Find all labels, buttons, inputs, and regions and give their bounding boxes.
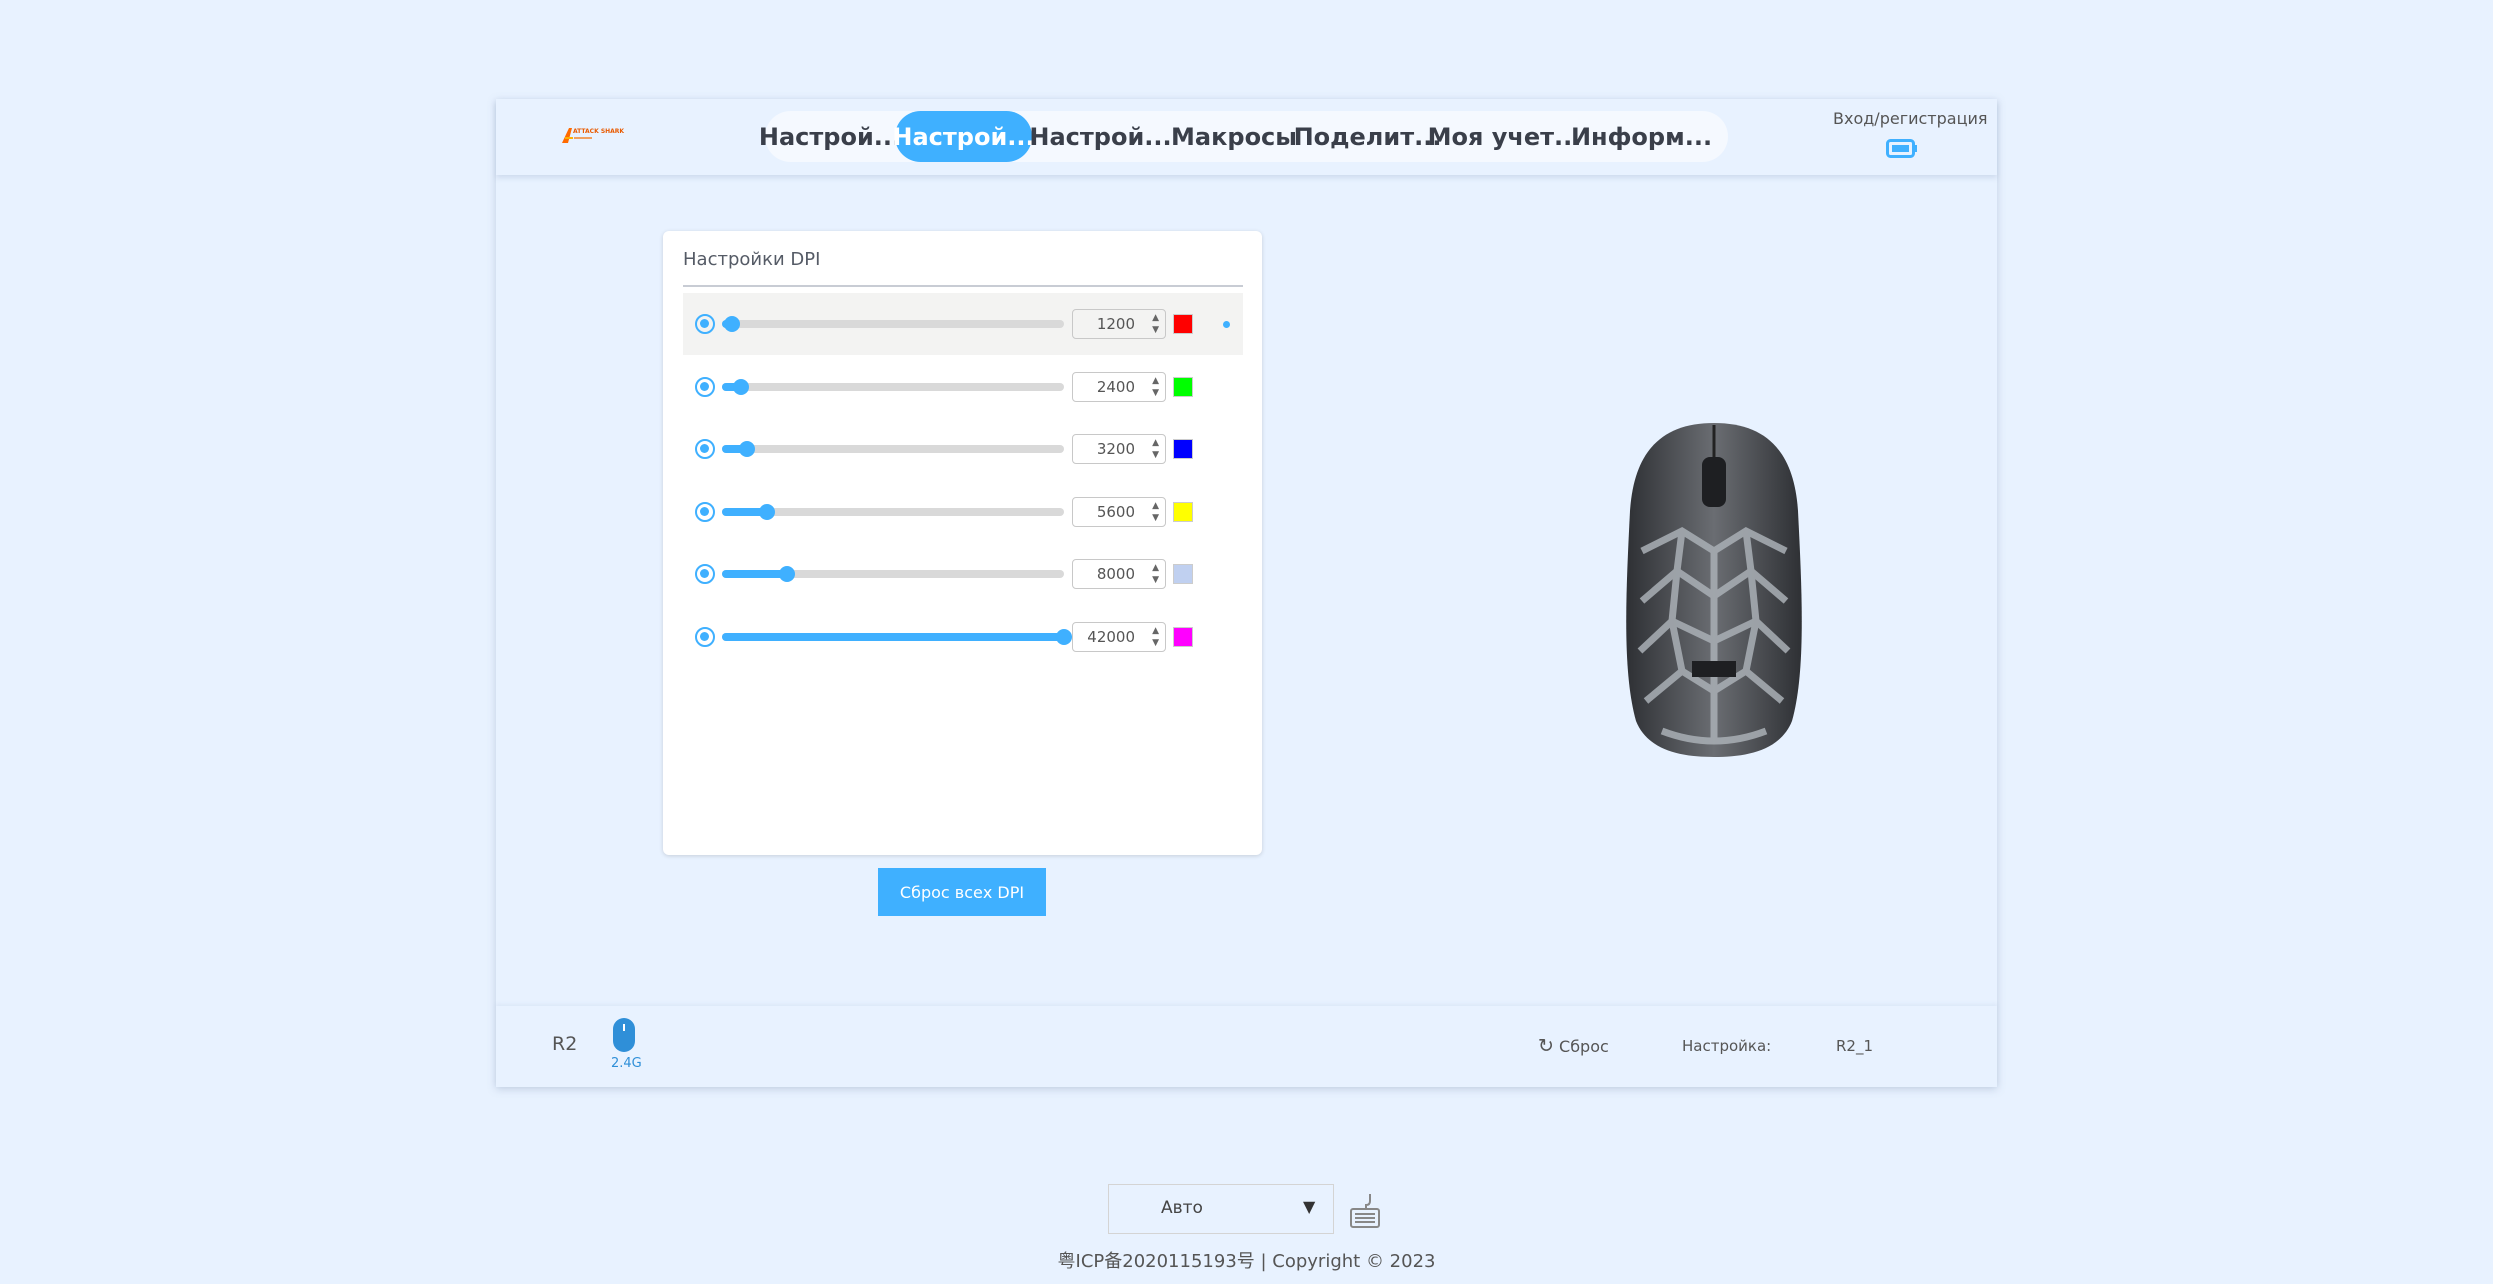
slider-handle[interactable]: [739, 441, 756, 457]
divider: [683, 285, 1243, 287]
dpi-row: 2400 ▲ ▼: [683, 356, 1243, 418]
dpi-row: 8000 ▲ ▼: [683, 543, 1243, 605]
dpi-select-radio[interactable]: [695, 626, 715, 647]
brand-logo: ATTACK SHARK: [560, 125, 624, 145]
dpi-row: 3200 ▲ ▼: [683, 418, 1243, 480]
mode-value: Авто: [1161, 1198, 1203, 1218]
dpi-slider[interactable]: [722, 628, 1072, 645]
spinner-arrows-icon[interactable]: ▲ ▼: [1152, 563, 1159, 585]
dpi-value-input[interactable]: 42000 ▲ ▼: [1072, 621, 1166, 652]
app-window: ATTACK SHARK Настрой... Настрой... Настрой…: [496, 99, 1997, 1087]
dpi-slider[interactable]: [722, 566, 1064, 582]
dpi-row: 1200 ▲ ▼: [683, 293, 1243, 355]
dpi-color-swatch[interactable]: [1173, 626, 1193, 647]
main-tabs: Настрой... Настрой... Настрой... Макросы Под…: [758, 111, 1728, 162]
config-value[interactable]: R2_1: [1836, 1037, 1874, 1055]
mode-select[interactable]: Авто ▼: [1108, 1184, 1334, 1234]
slider-handle[interactable]: [778, 566, 795, 582]
dpi-select-radio[interactable]: [695, 376, 715, 397]
tab-5[interactable]: Моя учет...: [1427, 122, 1582, 151]
mouse-connection-icon: [613, 1018, 635, 1052]
dpi-row: 42000 ▲ ▼: [683, 606, 1243, 668]
config-label: Настройка:: [1682, 1037, 1772, 1055]
dpi-color-swatch[interactable]: [1173, 501, 1193, 522]
dpi-value-input[interactable]: 8000 ▲ ▼: [1072, 559, 1166, 589]
header: ATTACK SHARK Настрой... Настрой... Настрой…: [496, 99, 1997, 175]
slider-fill: [722, 507, 767, 516]
tab-2[interactable]: Настрой...: [1029, 122, 1172, 151]
chevron-down-icon: ▼: [1303, 1197, 1316, 1216]
dpi-row: 5600 ▲ ▼: [683, 481, 1243, 543]
slider-handle[interactable]: [1056, 628, 1072, 645]
dpi-value: 3200: [1096, 440, 1135, 458]
dpi-color-swatch[interactable]: [1173, 376, 1193, 397]
refresh-icon: ↻: [1538, 1035, 1554, 1057]
brand-name: ATTACK SHARK: [573, 128, 625, 135]
login-link[interactable]: Вход/регистрация: [1833, 109, 1988, 128]
device-name: R2: [552, 1033, 578, 1055]
dpi-value: 8000: [1096, 565, 1135, 583]
dpi-value-input[interactable]: 1200 ▲ ▼: [1072, 309, 1166, 339]
dpi-settings-panel: Настройки DPI 1200 ▲ ▼ 2400 ▲ ▼ 3200 ▲ ▼ 5600 ▲…: [663, 231, 1262, 855]
dpi-select-radio[interactable]: [695, 314, 715, 334]
keyboard-icon[interactable]: [1348, 1193, 1382, 1233]
slider-fill: [722, 382, 741, 391]
reset-button[interactable]: ↻ Сброс: [1538, 1035, 1609, 1057]
dpi-value: 42000: [1087, 627, 1135, 646]
slider-handle[interactable]: [732, 378, 749, 395]
spinner-arrows-icon[interactable]: ▲ ▼: [1152, 375, 1159, 398]
battery-icon: [1886, 139, 1918, 163]
dpi-select-radio[interactable]: [695, 501, 715, 522]
reset-all-dpi-button[interactable]: Сброс всех DPI: [878, 868, 1046, 916]
slider-handle[interactable]: [724, 316, 741, 332]
connection-label: 2.4G: [611, 1056, 642, 1071]
tab-0[interactable]: Настрой...: [758, 122, 902, 151]
tab-3[interactable]: Макросы: [1171, 122, 1297, 151]
slider-fill: [722, 445, 748, 453]
copyright: 粤ICP备2020115193号 | Copyright © 2023: [1057, 1251, 1436, 1272]
reset-label: Сброс: [1559, 1037, 1609, 1056]
dpi-value-input[interactable]: 3200 ▲ ▼: [1072, 434, 1166, 464]
slider-fill: [722, 570, 787, 578]
tab-4[interactable]: Поделит...: [1293, 122, 1442, 151]
active-indicator-dot: [1223, 321, 1230, 328]
reset-all-dpi-label: Сброс всех DPI: [899, 882, 1025, 902]
tab-1[interactable]: Настрой...: [892, 111, 1035, 162]
tab-6[interactable]: Информ...: [1570, 122, 1713, 151]
dpi-slider[interactable]: [722, 316, 1064, 332]
dpi-value: 1200: [1096, 315, 1135, 333]
dpi-slider[interactable]: [722, 503, 1064, 520]
spinner-arrows-icon[interactable]: ▲ ▼: [1152, 438, 1159, 460]
spinner-arrows-icon[interactable]: ▲ ▼: [1152, 313, 1159, 335]
dpi-color-swatch[interactable]: [1173, 564, 1193, 584]
dpi-value: 5600: [1096, 502, 1135, 521]
status-bar: R2 2.4G ↻ Сброс Настройка: R2_1: [496, 1006, 1997, 1087]
dpi-value-input[interactable]: 5600 ▲ ▼: [1072, 496, 1166, 527]
dpi-slider[interactable]: [722, 378, 1064, 395]
slider-handle[interactable]: [758, 503, 775, 520]
spinner-arrows-icon[interactable]: ▲ ▼: [1152, 625, 1159, 648]
dpi-color-swatch[interactable]: [1173, 314, 1193, 334]
slider-fill: [722, 632, 1064, 641]
dpi-color-swatch[interactable]: [1173, 439, 1193, 459]
spinner-arrows-icon[interactable]: ▲ ▼: [1152, 500, 1159, 523]
dpi-value: 2400: [1096, 377, 1135, 396]
dpi-value-input[interactable]: 2400 ▲ ▼: [1072, 371, 1166, 402]
dpi-select-radio[interactable]: [695, 564, 715, 584]
mouse-image: [1622, 421, 1806, 763]
dpi-slider[interactable]: [722, 441, 1064, 457]
dpi-select-radio[interactable]: [695, 439, 715, 459]
panel-title: Настройки DPI: [683, 249, 821, 270]
